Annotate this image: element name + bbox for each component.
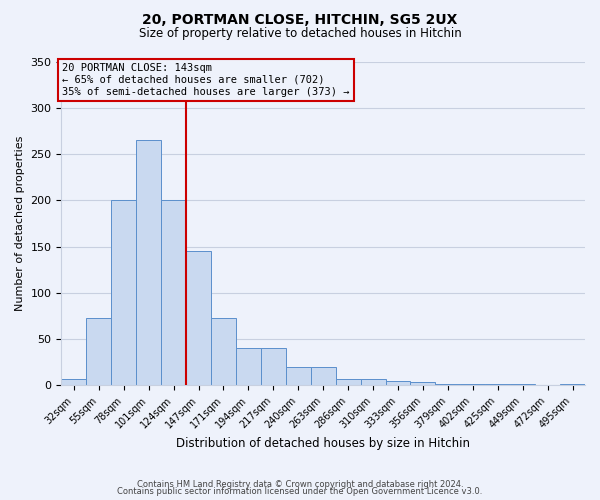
Bar bbox=[111, 200, 136, 386]
Bar bbox=[211, 318, 236, 386]
Bar bbox=[61, 379, 86, 386]
Bar bbox=[436, 384, 460, 386]
Bar bbox=[460, 384, 485, 386]
Text: 20, PORTMAN CLOSE, HITCHIN, SG5 2UX: 20, PORTMAN CLOSE, HITCHIN, SG5 2UX bbox=[142, 12, 458, 26]
Bar bbox=[86, 318, 111, 386]
Bar bbox=[410, 382, 436, 386]
Bar bbox=[361, 379, 386, 386]
Text: 20 PORTMAN CLOSE: 143sqm
← 65% of detached houses are smaller (702)
35% of semi-: 20 PORTMAN CLOSE: 143sqm ← 65% of detach… bbox=[62, 64, 349, 96]
Bar bbox=[510, 384, 535, 386]
Text: Contains public sector information licensed under the Open Government Licence v3: Contains public sector information licen… bbox=[118, 487, 482, 496]
Bar bbox=[485, 384, 510, 386]
Text: Contains HM Land Registry data © Crown copyright and database right 2024.: Contains HM Land Registry data © Crown c… bbox=[137, 480, 463, 489]
X-axis label: Distribution of detached houses by size in Hitchin: Distribution of detached houses by size … bbox=[176, 437, 470, 450]
Bar bbox=[335, 379, 361, 386]
Y-axis label: Number of detached properties: Number of detached properties bbox=[15, 136, 25, 311]
Text: Size of property relative to detached houses in Hitchin: Size of property relative to detached ho… bbox=[139, 28, 461, 40]
Bar bbox=[261, 348, 286, 386]
Bar bbox=[136, 140, 161, 386]
Bar bbox=[386, 381, 410, 386]
Bar bbox=[560, 384, 585, 386]
Bar bbox=[286, 367, 311, 386]
Bar bbox=[186, 251, 211, 386]
Bar bbox=[236, 348, 261, 386]
Bar bbox=[161, 200, 186, 386]
Bar bbox=[311, 367, 335, 386]
